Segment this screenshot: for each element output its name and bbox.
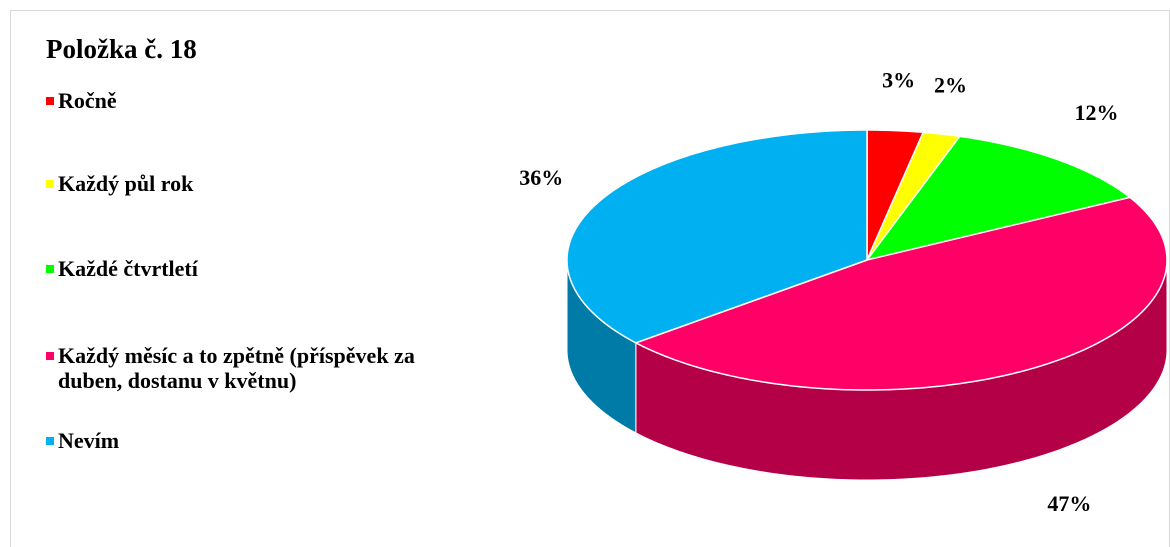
- legend-swatch: [46, 180, 54, 188]
- slice: [865, 135, 1132, 262]
- slice: [633, 196, 1168, 391]
- slice: [566, 129, 868, 344]
- chart-title: Položka č. 18: [46, 34, 197, 64]
- legend-swatch: [46, 97, 54, 105]
- legend-label: Každé čtvrtletí: [58, 256, 198, 281]
- data-label: 47%: [1047, 491, 1091, 516]
- legend-label: Každý půl rok: [58, 171, 194, 196]
- legend-item: Každý měsíc a to zpětně (příspěvek za du…: [46, 343, 478, 393]
- legend-swatch: [46, 437, 54, 445]
- legend-label: Nevím: [58, 428, 120, 453]
- data-label: 3%: [882, 68, 915, 93]
- data-label: 12%: [1074, 100, 1118, 125]
- legend-swatch: [46, 265, 54, 273]
- legend-item: Každé čtvrtletí: [46, 256, 478, 281]
- legend-item: Každý půl rok: [46, 171, 478, 196]
- legend-item: Nevím: [46, 428, 478, 453]
- legend-label: Ročně: [58, 88, 117, 113]
- data-label: 36%: [519, 165, 563, 190]
- legend-label: Každý měsíc a to zpětně (příspěvek za du…: [58, 343, 415, 393]
- data-label: 2%: [934, 73, 967, 98]
- legend-item: Ročně: [46, 88, 478, 113]
- legend-swatch: [46, 352, 54, 360]
